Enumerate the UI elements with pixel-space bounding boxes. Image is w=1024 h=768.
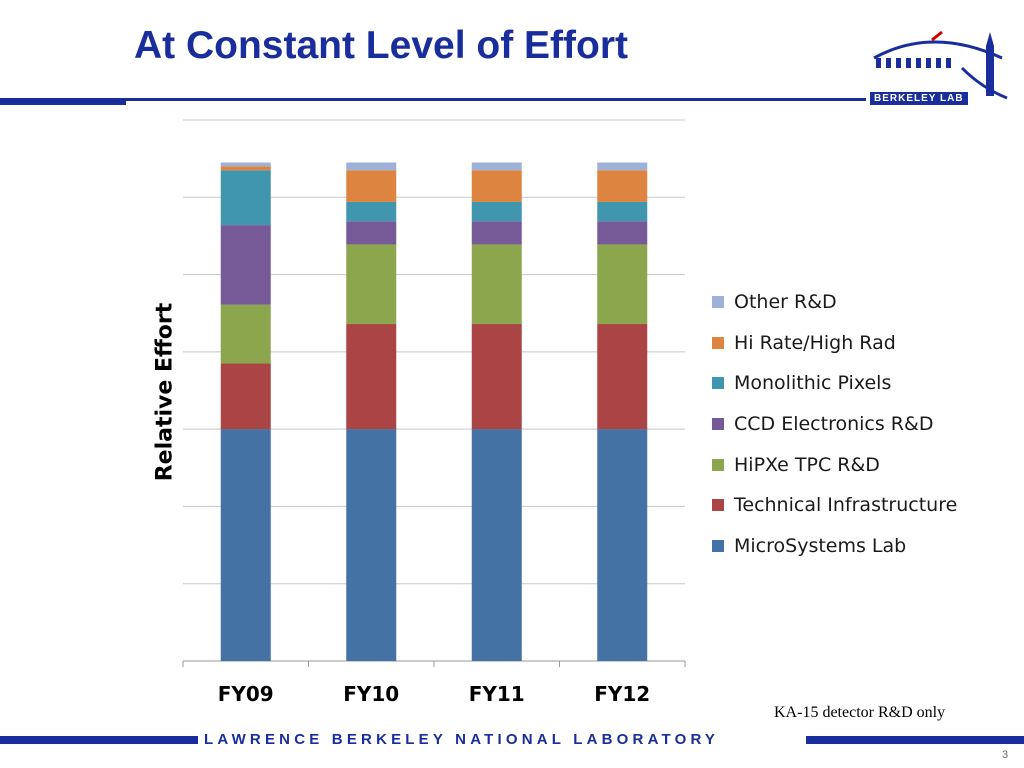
x-tick-label: FY10 <box>343 682 399 706</box>
berkeley-lab-logo <box>873 30 1008 100</box>
stacked-bar-chart: FY09 FY10 FY11 FY12 <box>182 119 686 706</box>
legend-swatch <box>712 539 724 552</box>
legend-swatch <box>712 377 724 390</box>
legend-swatch <box>712 418 724 431</box>
bar-segment-hi-rate-high-rad-fy10 <box>346 170 397 202</box>
legend-label: HiPXe TPC R&D <box>734 453 880 476</box>
bar-segment-monolithic-pixels-fy11 <box>471 201 522 222</box>
page-number: 3 <box>1002 749 1009 761</box>
bar-segment-technical-infrastructure-fy12 <box>597 324 648 430</box>
legend-label: CCD Electronics R&D <box>734 413 934 436</box>
x-tick-label: FY12 <box>594 682 650 706</box>
bar-segment-microsystems-lab-fy12 <box>597 429 648 661</box>
footer-lab-name: LAWRENCE BERKELEY NATIONAL LABORATORY <box>204 731 720 748</box>
bar-segment-ccd-electronics-r-d-fy09 <box>220 225 271 305</box>
x-tick-label: FY09 <box>218 682 274 706</box>
bar-segment-other-r-d-fy12 <box>597 162 648 171</box>
legend-item: Other R&D <box>712 282 957 323</box>
bar-segment-microsystems-lab-fy10 <box>346 429 397 661</box>
bar-segment-technical-infrastructure-fy09 <box>220 363 271 430</box>
bar-segment-ccd-electronics-r-d-fy12 <box>597 221 648 245</box>
bar-segment-other-r-d-fy09 <box>220 162 271 167</box>
y-axis-label: Relative Effort <box>152 302 178 482</box>
legend-swatch <box>712 336 724 349</box>
legend-item: MicroSystems Lab <box>712 526 957 567</box>
legend-swatch <box>712 296 724 309</box>
bar-segment-hipxe-tpc-r-d-fy11 <box>471 244 522 325</box>
bar-segment-monolithic-pixels-fy09 <box>220 170 271 226</box>
legend-item: HiPXe TPC R&D <box>712 444 957 485</box>
bar-segment-hi-rate-high-rad-fy11 <box>471 170 522 202</box>
legend-label: Monolithic Pixels <box>734 372 892 395</box>
footer-rule-right <box>806 736 1024 744</box>
legend-label: MicroSystems Lab <box>734 534 907 557</box>
legend-item: Monolithic Pixels <box>712 363 957 404</box>
title-rule-accent <box>0 100 126 105</box>
bar-segment-technical-infrastructure-fy11 <box>471 324 522 430</box>
legend-item: Technical Infrastructure <box>712 485 957 526</box>
page-title: At Constant Level of Effort <box>134 24 628 67</box>
bar-segment-ccd-electronics-r-d-fy11 <box>471 221 522 245</box>
bar-segment-technical-infrastructure-fy10 <box>346 324 397 430</box>
title-rule <box>0 98 866 101</box>
legend-label: Technical Infrastructure <box>734 494 958 517</box>
legend-label: Hi Rate/High Rad <box>734 331 896 354</box>
bar-segment-microsystems-lab-fy11 <box>471 429 522 661</box>
bar-segment-hipxe-tpc-r-d-fy09 <box>220 304 271 364</box>
bar-segment-hi-rate-high-rad-fy12 <box>597 170 648 202</box>
bar-segment-other-r-d-fy10 <box>346 162 397 171</box>
bar-segment-other-r-d-fy11 <box>471 162 522 171</box>
bar-segment-monolithic-pixels-fy10 <box>346 201 397 222</box>
bar-segment-hipxe-tpc-r-d-fy12 <box>597 244 648 325</box>
footnote: KA-15 detector R&D only <box>774 704 946 721</box>
x-tick-label: FY11 <box>469 682 525 706</box>
bar-segment-hi-rate-high-rad-fy09 <box>220 166 271 171</box>
legend-swatch <box>712 499 724 512</box>
bar-segment-microsystems-lab-fy09 <box>220 429 271 661</box>
chart-legend: Other R&D Hi Rate/High Rad Monolithic Pixe… <box>712 282 957 566</box>
logo-label: BERKELEY LAB <box>870 92 968 105</box>
legend-label: Other R&D <box>734 291 837 314</box>
legend-item: CCD Electronics R&D <box>712 404 957 445</box>
bar-segment-monolithic-pixels-fy12 <box>597 201 648 222</box>
legend-swatch <box>712 458 724 471</box>
legend-item: Hi Rate/High Rad <box>712 323 957 364</box>
bar-segment-hipxe-tpc-r-d-fy10 <box>346 244 397 325</box>
footer-rule-left <box>0 736 198 744</box>
bar-segment-ccd-electronics-r-d-fy10 <box>346 221 397 245</box>
